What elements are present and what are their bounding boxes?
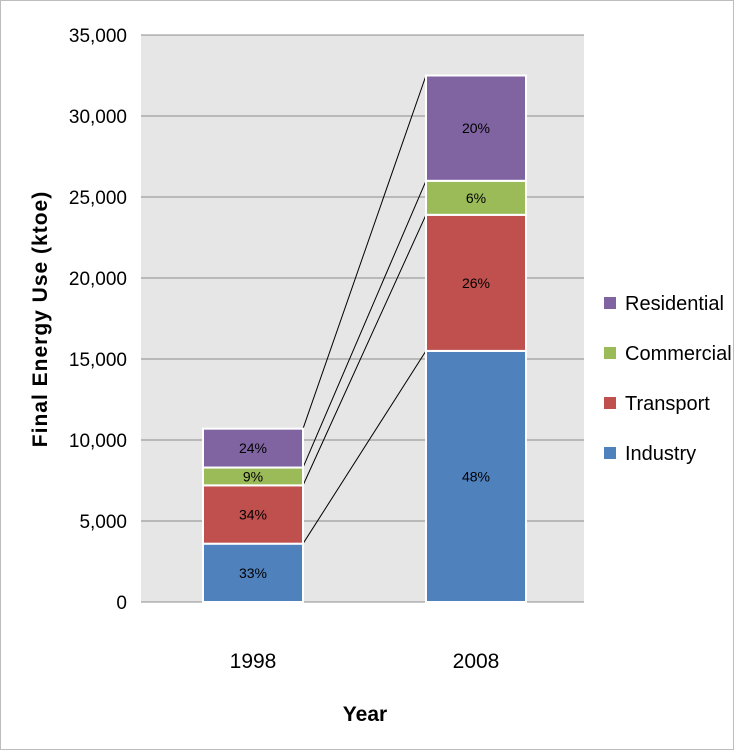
y-tick-labels: 0 5,000 10,000 15,000 20,000 25,000 30,000 35,0… (69, 26, 127, 614)
y-tick-label: 5,000 (79, 512, 127, 533)
y-tick-label: 35,000 (69, 26, 127, 47)
y-tick-label: 15,000 (69, 350, 127, 371)
y-axis-title: Final Energy Use (ktoe) (29, 191, 52, 447)
legend-label-industry: Industry (625, 443, 696, 465)
series-line-residential (302, 75, 427, 429)
y-tick-label: 10,000 (69, 431, 127, 452)
legend-swatch-industry (604, 447, 616, 459)
data-labels: 33% 34% 9% 24% 48% 26% 6% 20% (239, 120, 490, 581)
data-label-industry-2008: 48% (462, 468, 490, 484)
data-label-transport-1998: 34% (239, 507, 267, 523)
data-label-transport-2008: 26% (462, 275, 490, 291)
legend-swatch-residential (604, 297, 616, 309)
bar-segment-residential-2008 (425, 74, 527, 182)
data-label-industry-1998: 33% (239, 565, 267, 581)
series-line-transport (302, 214, 427, 486)
x-category-label-2008: 2008 (453, 650, 500, 673)
legend-label-residential: Residential (625, 293, 724, 315)
legend-swatch-transport (604, 397, 616, 409)
data-label-residential-1998: 24% (239, 440, 267, 456)
y-tick-label: 30,000 (69, 107, 127, 128)
y-tick-label: 0 (116, 593, 127, 614)
bar-segment-residential-1998 (202, 427, 304, 469)
data-label-commercial-1998: 9% (243, 468, 263, 484)
legend-label-transport: Transport (625, 393, 710, 415)
y-tick-label: 25,000 (69, 188, 127, 209)
bar-segment-commercial-2008 (425, 179, 527, 216)
x-category-labels: 1998 2008 (230, 650, 500, 673)
legend: Residential Commercial Transport Industry (604, 293, 732, 465)
series-connector-lines (302, 75, 427, 544)
x-axis-title: Year (343, 703, 387, 726)
data-label-residential-2008: 20% (462, 120, 490, 136)
y-tick-label: 20,000 (69, 269, 127, 290)
legend-label-commercial: Commercial (625, 343, 732, 365)
data-label-commercial-2008: 6% (466, 190, 486, 206)
bar-segment-transport-2008 (425, 213, 527, 352)
legend-swatch-commercial (604, 347, 616, 359)
series-line-industry (302, 350, 427, 544)
bar-segment-industry-1998 (202, 542, 304, 603)
bars (202, 74, 527, 603)
bar-segment-industry-2008 (425, 349, 527, 603)
series-line-commercial (302, 180, 427, 468)
x-category-label-1998: 1998 (230, 650, 277, 673)
